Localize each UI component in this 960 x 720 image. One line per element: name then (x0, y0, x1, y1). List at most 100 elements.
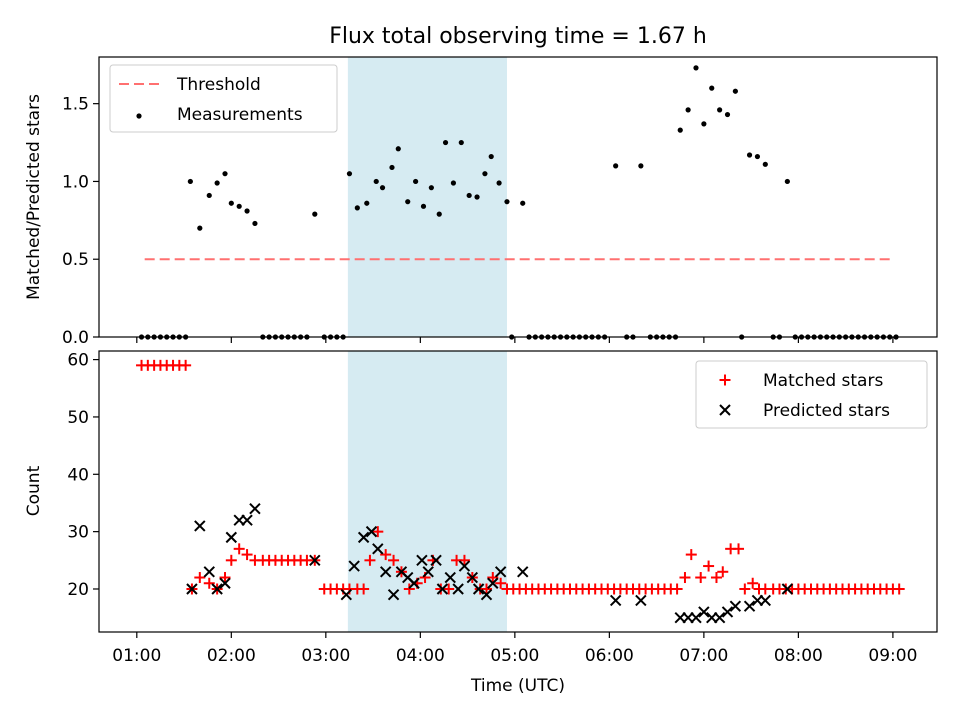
measurement-point (228, 200, 234, 206)
predicted-star-point (609, 594, 622, 607)
predicted-star-point (211, 583, 223, 595)
measurement-point (458, 139, 464, 146)
measurement-point (613, 163, 619, 169)
matched-star-point (443, 583, 455, 595)
measurement-points (138, 65, 899, 340)
matched-star-point (679, 572, 691, 584)
legend-matched-swatch (719, 374, 731, 386)
predicted-star-point (194, 520, 206, 532)
predicted-star-point (472, 583, 485, 595)
x-tick-label: 08:00 (774, 646, 823, 666)
measurement-point (222, 171, 228, 177)
predicted-star-point (487, 577, 499, 589)
predicted-star-point (517, 566, 529, 578)
y-tick-label: 0.0 (62, 328, 89, 348)
measurement-point (488, 153, 494, 160)
predicted-star-point (348, 560, 360, 572)
measurement-point (717, 107, 723, 113)
measurement-point (354, 205, 360, 211)
y-tick-label: 60 (67, 351, 89, 371)
predicted-star-point (241, 514, 253, 526)
predicted-star-point (416, 554, 428, 567)
predicted-star-point (225, 531, 238, 544)
measurement-point (252, 220, 258, 227)
measurement-point (701, 121, 707, 127)
measurement-point (436, 211, 442, 217)
measurement-point (762, 161, 768, 167)
y-tick-label: 20 (67, 580, 89, 600)
matched-star-point (893, 583, 905, 595)
x-tick-label: 07:00 (679, 646, 728, 666)
matched-star-point (219, 572, 231, 584)
matched-star-point (710, 572, 722, 584)
predicted-star-point (219, 577, 231, 589)
bottom-y-axis-label: Count (24, 465, 44, 516)
x-tick-label: 09:00 (868, 646, 917, 666)
matched-star-point (458, 554, 470, 566)
matched-star-point (739, 583, 751, 595)
matched-star-point (194, 572, 206, 584)
predicted-star-point (698, 606, 710, 618)
chart-title: Flux total observing time = 1.67 h (329, 24, 707, 49)
measurement-point (389, 164, 395, 171)
predicted-star-point (466, 571, 479, 584)
predicted-star-point (203, 566, 215, 578)
measurement-point (197, 225, 203, 231)
matched-star-point (380, 549, 392, 561)
matched-star-point (747, 577, 759, 589)
predicted-star-point (387, 589, 400, 601)
measurement-point (677, 127, 683, 133)
measurement-point (474, 194, 480, 200)
measurement-point (214, 180, 220, 186)
legend-matched-label: Matched stars (763, 371, 883, 391)
predicted-star-point (458, 560, 471, 572)
predicted-star-point (713, 611, 726, 624)
matched-star-point (203, 577, 215, 589)
measurement-point (732, 88, 738, 94)
predicted-star-point (249, 502, 261, 515)
top-y-ticks: 0.0 0.5 1.0 1.5 (62, 95, 99, 348)
predicted-stars-points (186, 502, 794, 624)
predicted-star-point (372, 543, 384, 555)
top-x-ticks (136, 337, 894, 343)
y-tick-label: 0.5 (62, 250, 89, 270)
x-tick-label: 04:00 (396, 646, 445, 666)
matched-star-point (733, 543, 745, 555)
bottom-plot-frame (98, 350, 938, 633)
measurement-point (373, 178, 379, 185)
y-tick-label: 40 (67, 465, 89, 485)
measurement-point (746, 152, 753, 158)
top-panel: 0.0 0.5 1.0 1.5 Matched/Predicted stars Thr… (24, 56, 938, 348)
legend-matched-marker (719, 374, 731, 386)
top-legend: Threshold Measurements (109, 64, 338, 133)
predicted-star-point (494, 566, 507, 578)
y-tick-label: 1.0 (62, 172, 89, 192)
matched-star-point (372, 526, 384, 538)
matched-star-point (233, 543, 245, 555)
matched-star-point (487, 572, 499, 584)
measurement-point (364, 200, 370, 206)
predicted-star-point (759, 594, 772, 607)
bottom-legend-box (695, 360, 928, 429)
measurement-point (346, 171, 353, 177)
predicted-star-point (635, 594, 647, 607)
predicted-star-point (186, 583, 198, 595)
legend-measurements-label: Measurements (177, 105, 303, 125)
legend-predicted-marker (719, 404, 731, 416)
top-highlight-span (347, 57, 507, 337)
predicted-star-point (357, 531, 370, 544)
measurement-point (428, 185, 434, 191)
measurement-point (520, 200, 526, 206)
matched-stars-points (136, 359, 905, 595)
matched-star-point (241, 549, 253, 561)
predicted-star-point (422, 566, 434, 578)
x-tick-label: 01:00 (112, 646, 161, 666)
measurement-point (754, 153, 761, 160)
x-tick-label: 06:00 (585, 646, 634, 666)
measurement-point (187, 178, 193, 185)
matched-star-point (671, 583, 683, 595)
measurement-point (379, 185, 386, 191)
predicted-star-point (379, 566, 392, 578)
legend-predicted-label: Predicted stars (763, 401, 890, 421)
measurement-point (420, 203, 427, 209)
